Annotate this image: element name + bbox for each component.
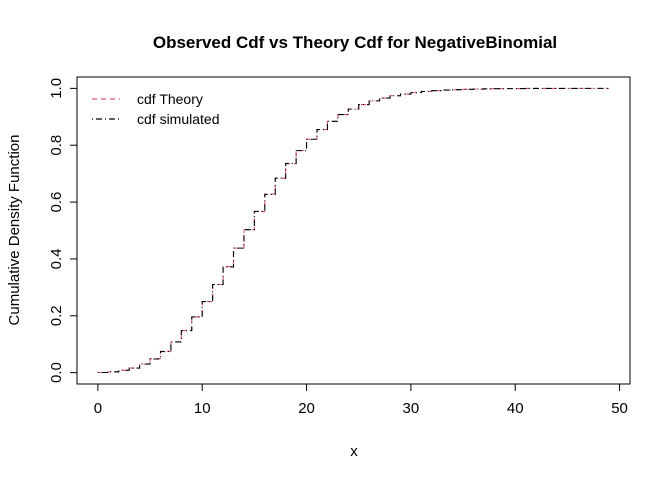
legend: cdf Theory cdf simulated: [92, 91, 219, 127]
x-tick-label: 40: [507, 400, 524, 417]
legend-label: cdf simulated: [137, 111, 219, 127]
series-layer: [97, 87, 610, 374]
x-axis: 0 10 20 30 40 50: [94, 383, 628, 417]
y-tick-label: 0.0: [48, 362, 65, 383]
x-axis-label: x: [350, 443, 358, 460]
y-axis-label: Cumulative Density Function: [6, 135, 23, 326]
chart-title: Observed Cdf vs Theory Cdf for NegativeB…: [153, 33, 557, 52]
x-tick-label: 10: [194, 400, 211, 417]
x-tick-label: 20: [298, 400, 315, 417]
series-line-cdf-theory: [97, 87, 610, 374]
legend-label: cdf Theory: [137, 91, 203, 107]
y-tick-label: 0.4: [48, 248, 65, 269]
y-tick-label: 0.6: [48, 192, 65, 213]
x-tick-label: 30: [403, 400, 420, 417]
y-tick-label: 0.8: [48, 135, 65, 156]
x-tick-label: 50: [611, 400, 628, 417]
y-axis: 0.0 0.2 0.4 0.6 0.8 1.0: [48, 78, 78, 383]
x-tick-label: 0: [94, 400, 102, 417]
y-tick-label: 1.0: [48, 78, 65, 99]
y-tick-label: 0.2: [48, 305, 65, 326]
series-line-cdf-simulated: [97, 87, 610, 374]
